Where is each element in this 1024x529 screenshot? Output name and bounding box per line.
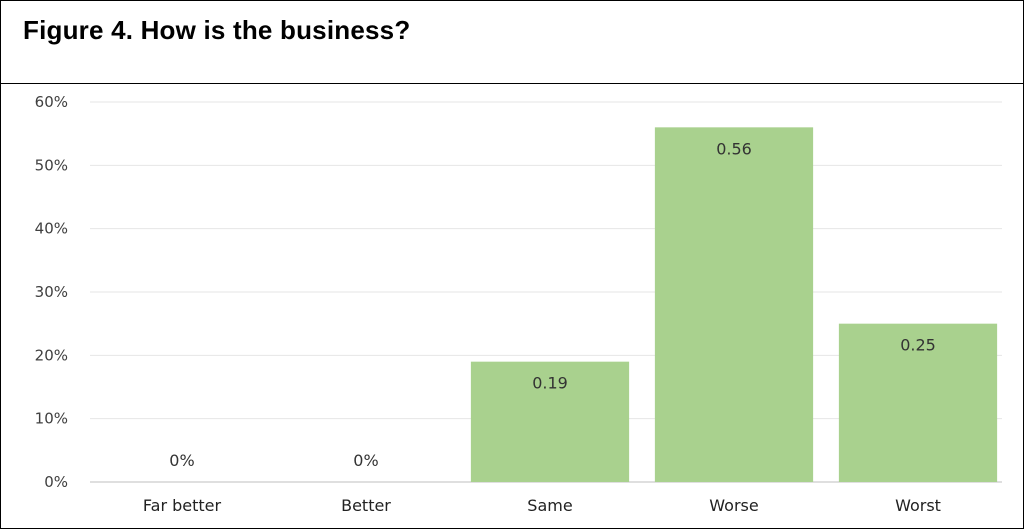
bar-same	[470, 361, 630, 482]
y-tick-label: 30%	[35, 283, 68, 301]
x-axis-categories: Far better Better Same Worse Worst	[143, 496, 941, 515]
y-tick-label: 50%	[35, 156, 68, 174]
y-tick-label: 10%	[35, 410, 68, 428]
category-label: Same	[527, 496, 572, 515]
category-label: Better	[341, 496, 391, 515]
y-axis-ticks: 0% 10% 20% 30% 40% 50% 60%	[35, 93, 68, 491]
y-tick-label: 20%	[35, 346, 68, 364]
data-label: 0.56	[716, 139, 752, 158]
title-band: Figure 4. How is the business?	[1, 1, 1023, 84]
y-tick-label: 0%	[44, 473, 68, 491]
data-label: 0%	[169, 451, 194, 470]
category-label: Worse	[709, 496, 758, 515]
data-label: 0%	[353, 451, 378, 470]
y-tick-label: 40%	[35, 220, 68, 238]
data-label: 0.25	[900, 336, 936, 355]
data-label: 0.19	[532, 374, 568, 393]
bar-worse	[654, 127, 814, 482]
bar-worst	[838, 323, 998, 482]
category-label: Far better	[143, 496, 222, 515]
category-label: Worst	[895, 496, 941, 515]
bars	[470, 127, 998, 482]
y-tick-label: 60%	[35, 93, 68, 111]
chart-title: Figure 4. How is the business?	[23, 15, 411, 45]
data-labels: 0% 0% 0.19 0.56 0.25	[169, 139, 936, 470]
